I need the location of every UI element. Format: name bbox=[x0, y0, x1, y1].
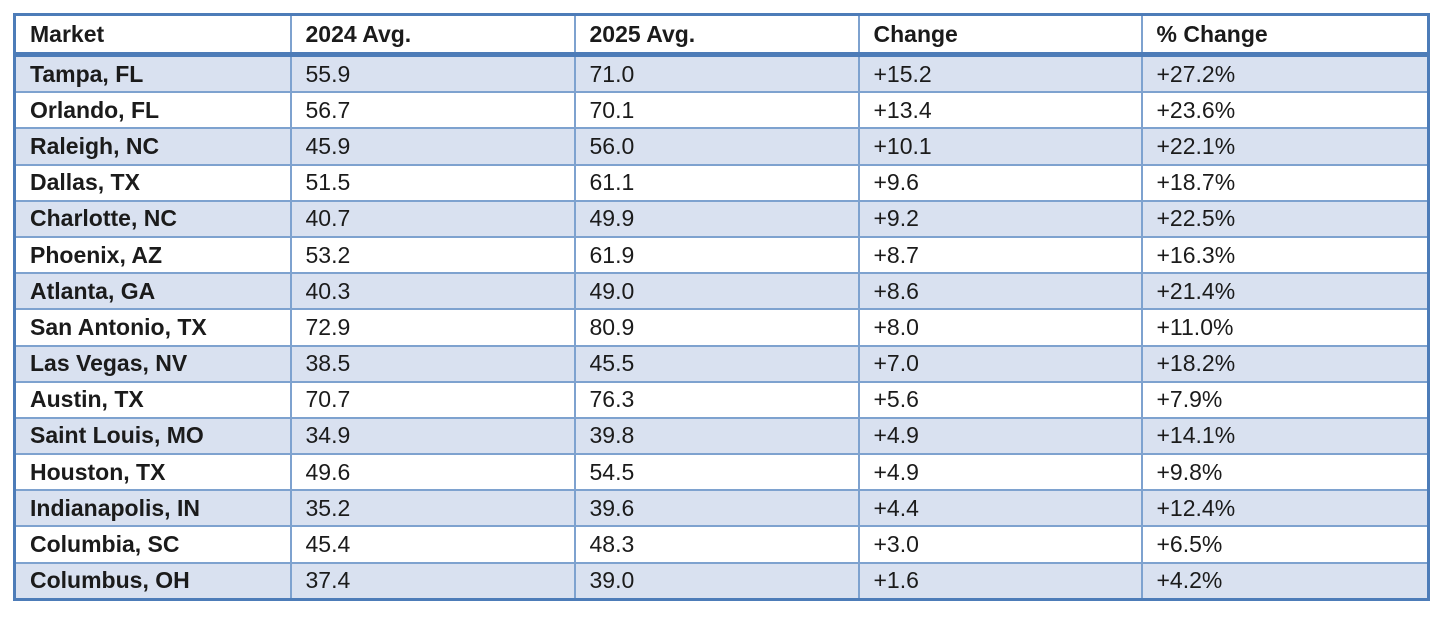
avg-2025-cell: 61.1 bbox=[573, 163, 860, 202]
table-row: Las Vegas, NV 38.5 45.5 +7.0 +18.2% bbox=[13, 344, 1430, 383]
avg-2024-cell: 45.4 bbox=[289, 525, 576, 564]
avg-2025-cell: 71.0 bbox=[573, 53, 860, 94]
market-cell: Austin, TX bbox=[13, 380, 292, 419]
change-cell: +8.6 bbox=[857, 272, 1143, 311]
avg-2025-cell: 39.8 bbox=[573, 416, 860, 456]
change-cell: +3.0 bbox=[857, 525, 1143, 564]
avg-2024-cell: 38.5 bbox=[289, 344, 576, 383]
avg-2025-cell: 76.3 bbox=[573, 380, 860, 419]
avg-2024-cell: 40.7 bbox=[289, 199, 576, 238]
avg-2025-cell: 49.9 bbox=[573, 199, 860, 238]
market-cell: Saint Louis, MO bbox=[13, 416, 292, 456]
table-row: Saint Louis, MO 34.9 39.8 +4.9 +14.1% bbox=[13, 416, 1430, 456]
table-row: Raleigh, NC 45.9 56.0 +10.1 +22.1% bbox=[13, 127, 1430, 166]
pct-change-cell: +22.1% bbox=[1140, 127, 1430, 166]
avg-2025-cell: 45.5 bbox=[573, 344, 860, 383]
column-header-pct-change: % Change bbox=[1140, 13, 1430, 57]
pct-change-cell: +23.6% bbox=[1140, 91, 1430, 130]
avg-2024-cell: 35.2 bbox=[289, 489, 576, 528]
avg-2025-cell: 39.0 bbox=[573, 561, 860, 601]
change-cell: +1.6 bbox=[857, 561, 1143, 601]
pct-change-cell: +9.8% bbox=[1140, 453, 1430, 492]
market-cell: Phoenix, AZ bbox=[13, 235, 292, 275]
pct-change-cell: +7.9% bbox=[1140, 380, 1430, 419]
market-cell: Tampa, FL bbox=[13, 53, 292, 94]
change-cell: +4.9 bbox=[857, 453, 1143, 492]
market-cell: Raleigh, NC bbox=[13, 127, 292, 166]
change-cell: +4.9 bbox=[857, 416, 1143, 456]
avg-2024-cell: 72.9 bbox=[289, 308, 576, 347]
market-cell: Atlanta, GA bbox=[13, 272, 292, 311]
change-cell: +10.1 bbox=[857, 127, 1143, 166]
market-cell: Columbia, SC bbox=[13, 525, 292, 564]
market-cell: Charlotte, NC bbox=[13, 199, 292, 238]
pct-change-cell: +18.7% bbox=[1140, 163, 1430, 202]
market-cell: Indianapolis, IN bbox=[13, 489, 292, 528]
pct-change-cell: +11.0% bbox=[1140, 308, 1430, 347]
avg-2025-cell: 48.3 bbox=[573, 525, 860, 564]
market-cell: Columbus, OH bbox=[13, 561, 292, 601]
avg-2024-cell: 45.9 bbox=[289, 127, 576, 166]
change-cell: +7.0 bbox=[857, 344, 1143, 383]
change-cell: +9.6 bbox=[857, 163, 1143, 202]
avg-2025-cell: 80.9 bbox=[573, 308, 860, 347]
pct-change-cell: +14.1% bbox=[1140, 416, 1430, 456]
table-row: Charlotte, NC 40.7 49.9 +9.2 +22.5% bbox=[13, 199, 1430, 238]
avg-2024-cell: 53.2 bbox=[289, 235, 576, 275]
column-header-2024-avg: 2024 Avg. bbox=[289, 13, 576, 57]
avg-2024-cell: 51.5 bbox=[289, 163, 576, 202]
change-cell: +8.0 bbox=[857, 308, 1143, 347]
market-cell: San Antonio, TX bbox=[13, 308, 292, 347]
avg-2025-cell: 70.1 bbox=[573, 91, 860, 130]
market-comparison-table: Market 2024 Avg. 2025 Avg. Change % Chan… bbox=[13, 13, 1430, 601]
change-cell: +8.7 bbox=[857, 235, 1143, 275]
table-row: Tampa, FL 55.9 71.0 +15.2 +27.2% bbox=[13, 53, 1430, 94]
avg-2024-cell: 70.7 bbox=[289, 380, 576, 419]
table-row: Columbia, SC 45.4 48.3 +3.0 +6.5% bbox=[13, 525, 1430, 564]
pct-change-cell: +16.3% bbox=[1140, 235, 1430, 275]
change-cell: +13.4 bbox=[857, 91, 1143, 130]
pct-change-cell: +4.2% bbox=[1140, 561, 1430, 601]
column-header-change: Change bbox=[857, 13, 1143, 57]
table-row: Phoenix, AZ 53.2 61.9 +8.7 +16.3% bbox=[13, 235, 1430, 275]
avg-2025-cell: 54.5 bbox=[573, 453, 860, 492]
avg-2025-cell: 56.0 bbox=[573, 127, 860, 166]
avg-2025-cell: 61.9 bbox=[573, 235, 860, 275]
avg-2024-cell: 49.6 bbox=[289, 453, 576, 492]
table-row: Columbus, OH 37.4 39.0 +1.6 +4.2% bbox=[13, 561, 1430, 601]
avg-2024-cell: 55.9 bbox=[289, 53, 576, 94]
pct-change-cell: +21.4% bbox=[1140, 272, 1430, 311]
header-row: Market 2024 Avg. 2025 Avg. Change % Chan… bbox=[13, 13, 1430, 57]
table-row: Houston, TX 49.6 54.5 +4.9 +9.8% bbox=[13, 453, 1430, 492]
table-row: Austin, TX 70.7 76.3 +5.6 +7.9% bbox=[13, 380, 1430, 419]
pct-change-cell: +18.2% bbox=[1140, 344, 1430, 383]
table-row: Indianapolis, IN 35.2 39.6 +4.4 +12.4% bbox=[13, 489, 1430, 528]
change-cell: +15.2 bbox=[857, 53, 1143, 94]
market-cell: Orlando, FL bbox=[13, 91, 292, 130]
table-row: Dallas, TX 51.5 61.1 +9.6 +18.7% bbox=[13, 163, 1430, 202]
market-cell: Las Vegas, NV bbox=[13, 344, 292, 383]
avg-2024-cell: 37.4 bbox=[289, 561, 576, 601]
avg-2024-cell: 56.7 bbox=[289, 91, 576, 130]
table-row: Atlanta, GA 40.3 49.0 +8.6 +21.4% bbox=[13, 272, 1430, 311]
pct-change-cell: +22.5% bbox=[1140, 199, 1430, 238]
column-header-market: Market bbox=[13, 13, 292, 57]
column-header-2025-avg: 2025 Avg. bbox=[573, 13, 860, 57]
market-cell: Dallas, TX bbox=[13, 163, 292, 202]
change-cell: +5.6 bbox=[857, 380, 1143, 419]
avg-2024-cell: 40.3 bbox=[289, 272, 576, 311]
change-cell: +4.4 bbox=[857, 489, 1143, 528]
table-row: Orlando, FL 56.7 70.1 +13.4 +23.6% bbox=[13, 91, 1430, 130]
change-cell: +9.2 bbox=[857, 199, 1143, 238]
avg-2024-cell: 34.9 bbox=[289, 416, 576, 456]
table-row: San Antonio, TX 72.9 80.9 +8.0 +11.0% bbox=[13, 308, 1430, 347]
pct-change-cell: +12.4% bbox=[1140, 489, 1430, 528]
avg-2025-cell: 39.6 bbox=[573, 489, 860, 528]
pct-change-cell: +27.2% bbox=[1140, 53, 1430, 94]
pct-change-cell: +6.5% bbox=[1140, 525, 1430, 564]
market-cell: Houston, TX bbox=[13, 453, 292, 492]
avg-2025-cell: 49.0 bbox=[573, 272, 860, 311]
